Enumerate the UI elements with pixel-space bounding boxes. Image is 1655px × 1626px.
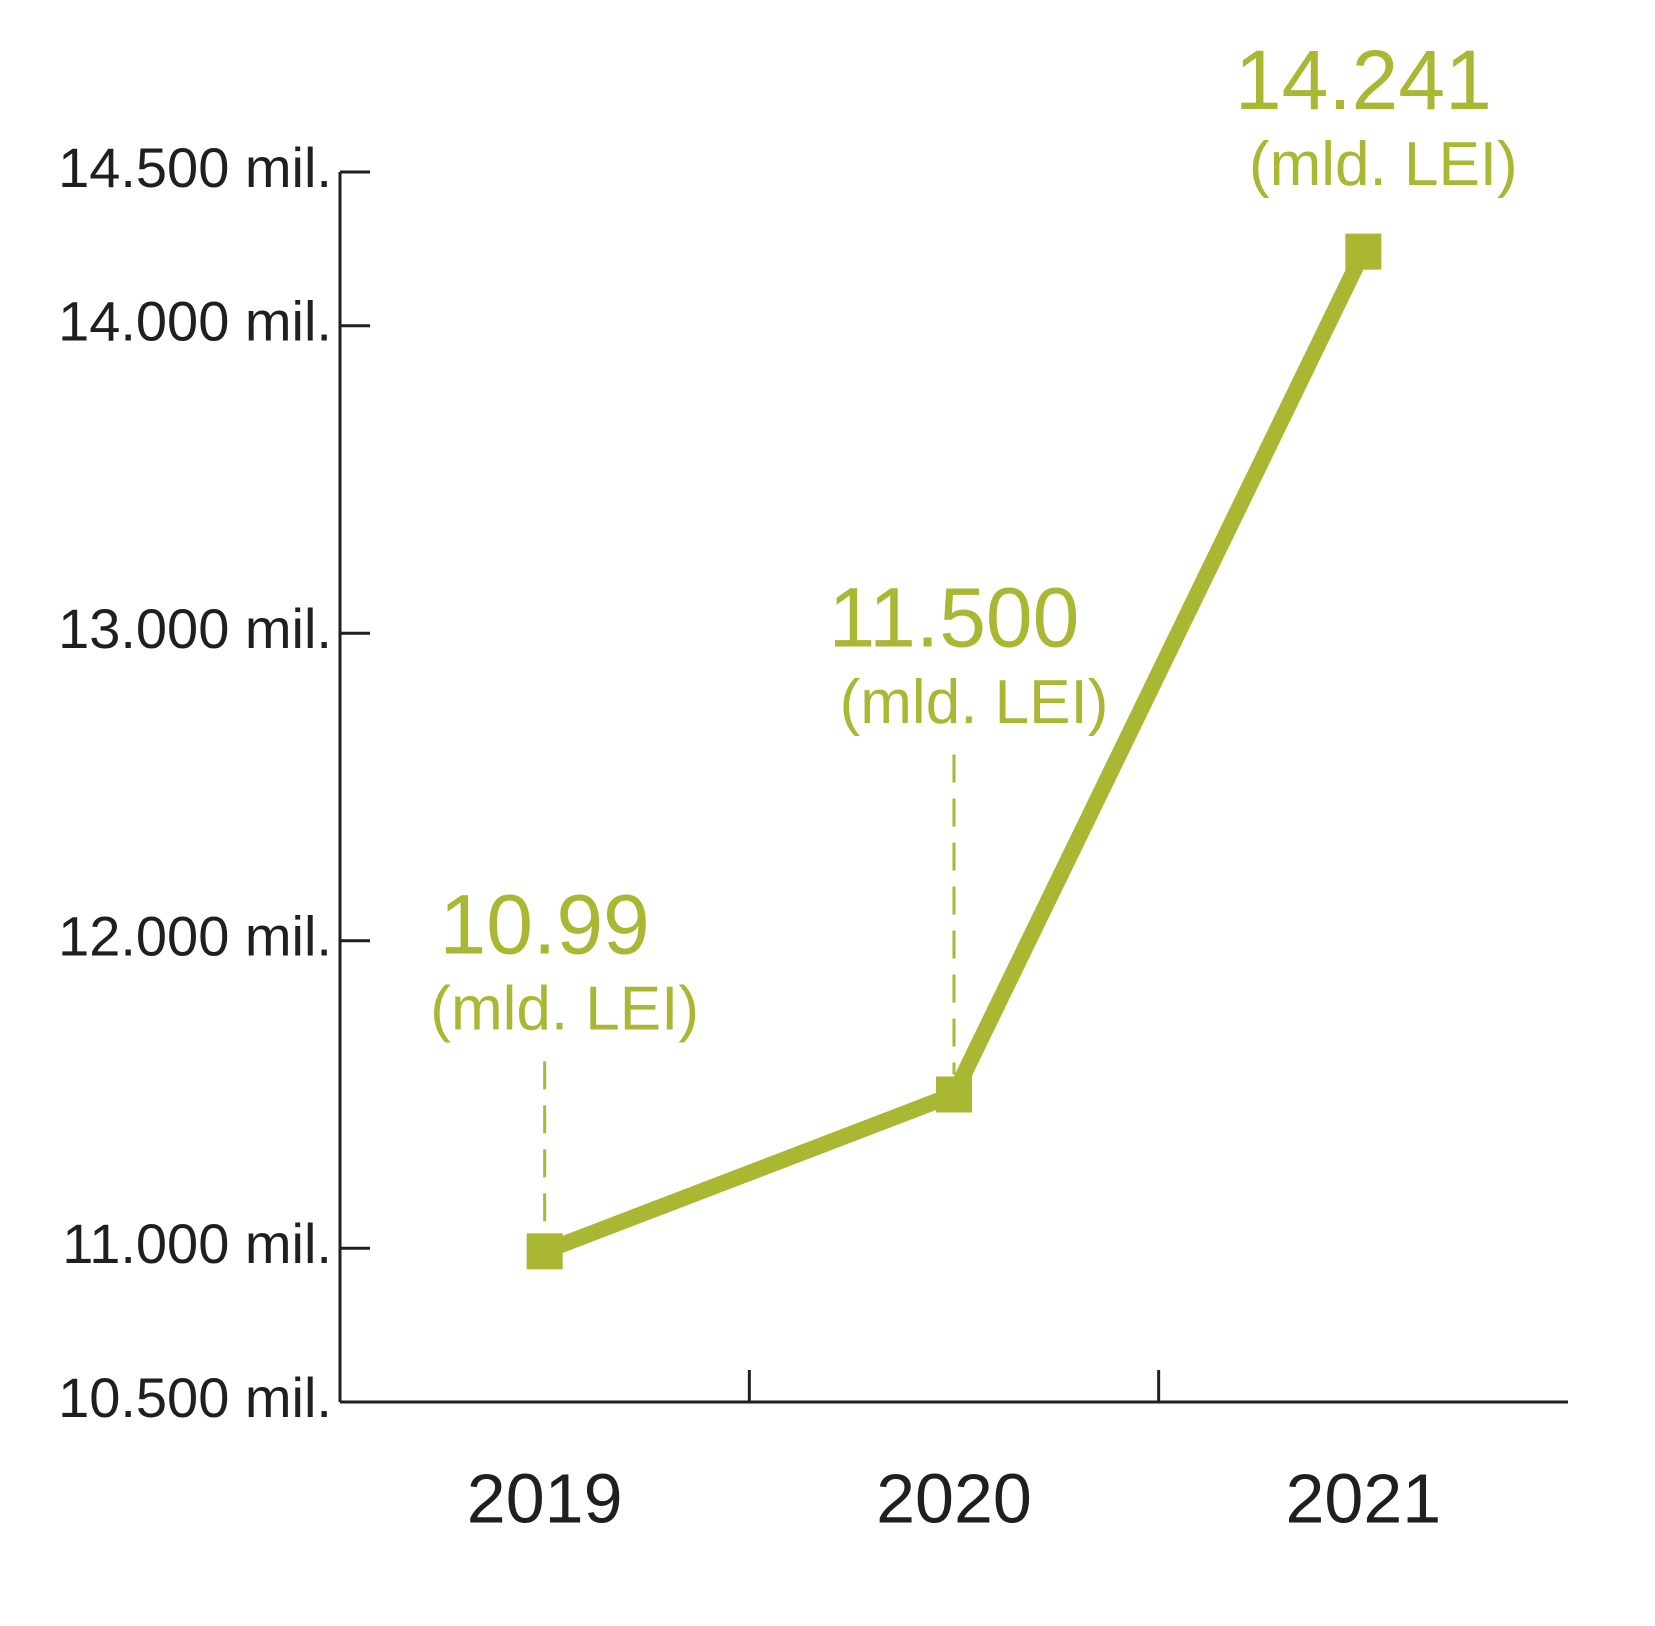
y-tick-label: 10.500 mil. bbox=[58, 1366, 332, 1429]
x-tick-label: 2019 bbox=[467, 1459, 623, 1537]
value-unit: (mld. LEI) bbox=[430, 975, 699, 1044]
y-tick-label: 11.000 mil. bbox=[62, 1212, 332, 1275]
value-label: 11.500 bbox=[829, 571, 1080, 665]
value-unit: (mld. LEI) bbox=[1249, 130, 1518, 199]
value-label: 14.241 bbox=[1235, 33, 1492, 127]
value-label: 10.99 bbox=[440, 878, 650, 972]
point-marker bbox=[526, 1233, 563, 1270]
y-tick-label: 13.000 mil. bbox=[58, 597, 332, 660]
y-tick-label: 14.000 mil. bbox=[58, 290, 332, 353]
value-unit: (mld. LEI) bbox=[840, 668, 1109, 737]
y-tick-label: 12.000 mil. bbox=[58, 905, 332, 968]
y-tick-label: 14.500 mil. bbox=[58, 136, 332, 199]
x-tick-label: 2020 bbox=[876, 1459, 1032, 1537]
point-marker bbox=[936, 1076, 972, 1113]
x-tick-label: 2021 bbox=[1285, 1459, 1441, 1537]
point-marker bbox=[1345, 233, 1382, 270]
